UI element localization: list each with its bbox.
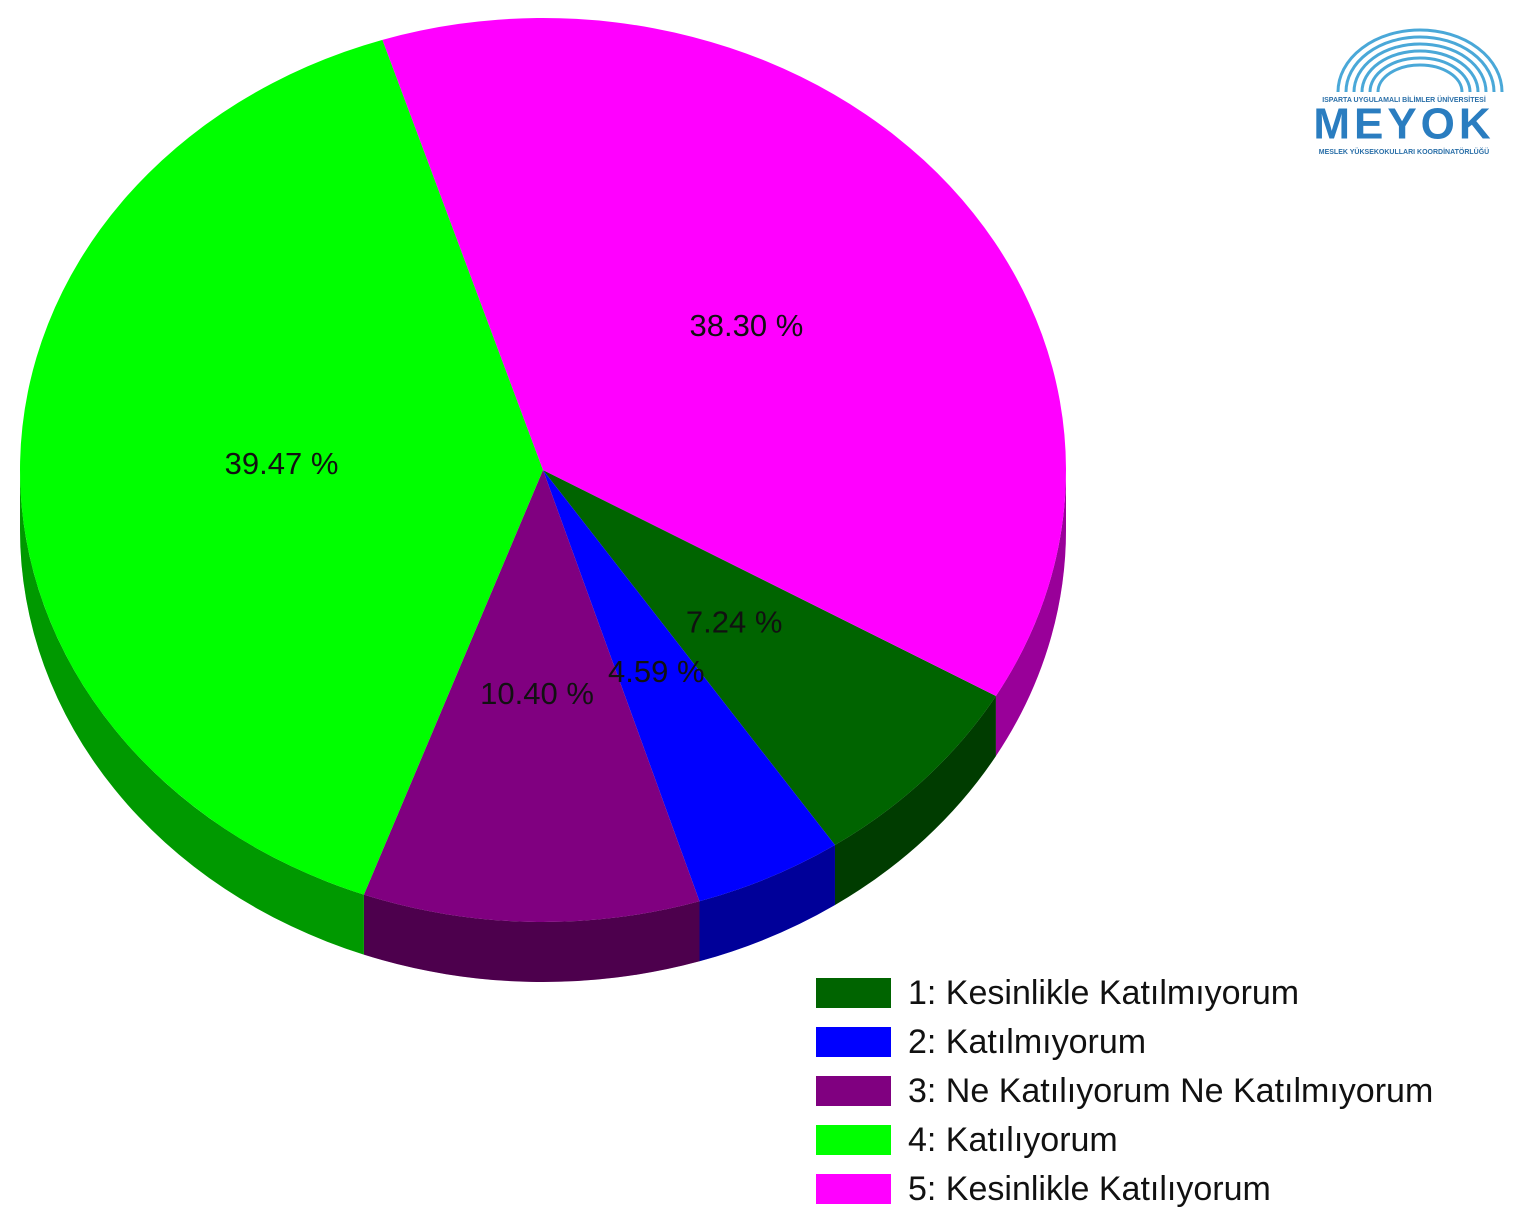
logo-arc [1360, 49, 1480, 93]
pie-slice [543, 470, 996, 846]
legend-label: 2: Katılmıyorum [908, 1023, 1146, 1061]
data-label: 10.40 % [480, 676, 594, 711]
legend-swatch [816, 978, 891, 1008]
pie-side [363, 894, 700, 982]
pie-side [834, 696, 996, 906]
data-label: 7.24 % [686, 604, 783, 639]
side-shade [363, 894, 700, 982]
pie-side [20, 470, 364, 955]
legend-label: 1: Kesinlikle Katılmıyorum [908, 974, 1299, 1012]
side-shade [699, 845, 835, 962]
logo-arc [1352, 42, 1488, 93]
logo-arc [1336, 28, 1504, 93]
data-label: 38.30 % [690, 308, 804, 343]
legend-swatch [816, 1174, 891, 1204]
pie-slice [543, 470, 835, 902]
side-shade [834, 696, 996, 906]
pie-slice [20, 39, 544, 895]
legend-swatch [816, 1027, 891, 1057]
data-label: 4.59 % [608, 654, 705, 689]
pie-side [699, 845, 835, 962]
logo-top: ISPARTA UYGULAMALI BİLİMLER ÜNİVERSİTESİ [1322, 95, 1486, 104]
pie-slice [363, 470, 700, 922]
logo-arc [1368, 56, 1472, 93]
data-label: 39.47 % [225, 446, 339, 481]
legend-label: 5: Kesinlikle Katılıyorum [908, 1170, 1271, 1208]
legend-swatch [816, 1076, 891, 1106]
logo-bottom: MESLEK YÜKSEKOKULLARI KOORDİNATÖRLÜĞÜ [1319, 147, 1489, 156]
logo-arc [1344, 35, 1496, 93]
legend-label: 4: Katılıyorum [908, 1121, 1118, 1159]
pie-slice [382, 18, 1066, 696]
pie-side [995, 470, 1066, 756]
side-shade [995, 470, 1066, 756]
logo: ISPARTA UYGULAMALI BİLİMLER ÜNİVERSİTESİ… [1313, 28, 1504, 156]
legend-label: 3: Ne Katılıyorum Ne Katılmıyorum [908, 1072, 1433, 1110]
side-shade [20, 470, 364, 955]
logo-name: MEYOK [1313, 100, 1494, 149]
legend-swatch [816, 1125, 891, 1155]
logo-arc [1376, 63, 1464, 93]
